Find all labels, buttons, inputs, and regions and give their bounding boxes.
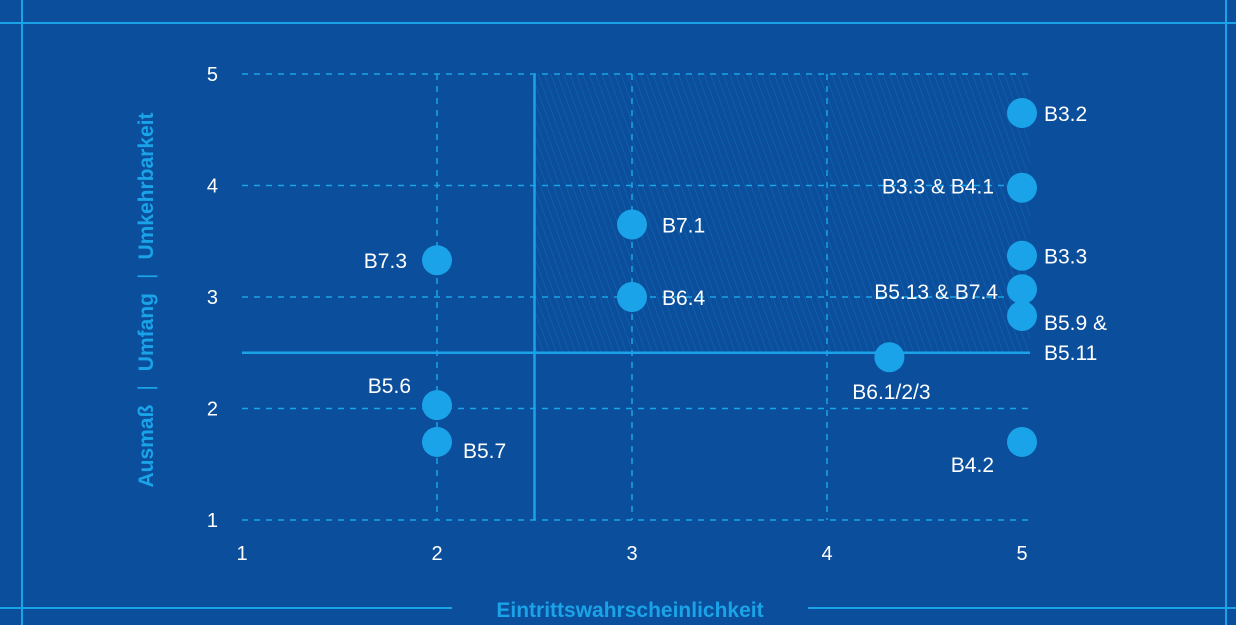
data-point-label: B5.9 & [1044, 312, 1107, 335]
data-point-label: B5.7 [463, 440, 506, 463]
data-point [1007, 240, 1037, 271]
svg-text:Ausmaß|Umfang|Umkehrbarkeit: Ausmaß | Umfang | Umkehrbarkeit [135, 112, 158, 487]
data-point [422, 426, 452, 457]
y-label-sep-2: | [135, 274, 158, 279]
data-point-label: B5.6 [368, 375, 411, 398]
data-point-label: B3.3 [1044, 246, 1087, 269]
grid-lines [242, 73, 1030, 521]
x-axis-label: Eintrittswahrscheinlichkeit [496, 599, 763, 622]
y-tick-label: 2 [207, 399, 218, 421]
x-tick-label: 1 [236, 543, 247, 565]
x-tick-label: 5 [1016, 543, 1027, 565]
data-point-label: B4.2 [951, 454, 994, 477]
y-tick-label: 4 [207, 176, 218, 198]
y-tick-label: 1 [207, 510, 218, 532]
high-risk-hatched-area [534, 74, 1030, 353]
y-label-part-2: Umfang [135, 293, 158, 371]
data-point-label: B5.11 [1044, 342, 1097, 365]
data-point [617, 209, 647, 240]
data-points: B3.2 B3.3 & B4.1 B7.1 B7.3 B3.3 B5.13 & B7.4 B… [364, 98, 1107, 477]
data-point-label: B3.2 [1044, 103, 1087, 126]
axis-ticks: 1 2 3 4 5 1 2 3 4 5 [207, 64, 1028, 565]
data-point [617, 282, 647, 312]
data-point-label: B6.4 [662, 287, 706, 310]
x-tick-label: 3 [626, 543, 637, 565]
y-tick-label: 3 [207, 287, 218, 309]
data-point-label: B7.3 [364, 250, 407, 273]
data-point-label: B3.3 & B4.1 [882, 176, 994, 199]
y-label-part-1: Ausmaß [135, 404, 158, 487]
data-point [1007, 300, 1037, 331]
y-label-sep-1: | [135, 385, 158, 390]
data-point [1007, 172, 1037, 203]
data-point [422, 245, 452, 276]
data-point [874, 342, 905, 373]
x-tick-label: 2 [431, 543, 442, 565]
y-label-part-3: Umkehrbarkeit [135, 112, 158, 259]
data-point [1007, 426, 1037, 457]
data-point [1007, 274, 1037, 305]
data-point [1007, 98, 1037, 129]
data-point [422, 390, 452, 421]
x-tick-label: 4 [821, 543, 832, 565]
y-axis-label: Ausmaß | Umfang | Umkehrbarkeit [135, 112, 158, 487]
y-tick-label: 5 [207, 64, 218, 86]
data-point-label: B7.1 [662, 215, 705, 238]
data-point-label: B5.13 & B7.4 [874, 281, 998, 304]
data-point-label: B6.1/2/3 [852, 381, 930, 404]
